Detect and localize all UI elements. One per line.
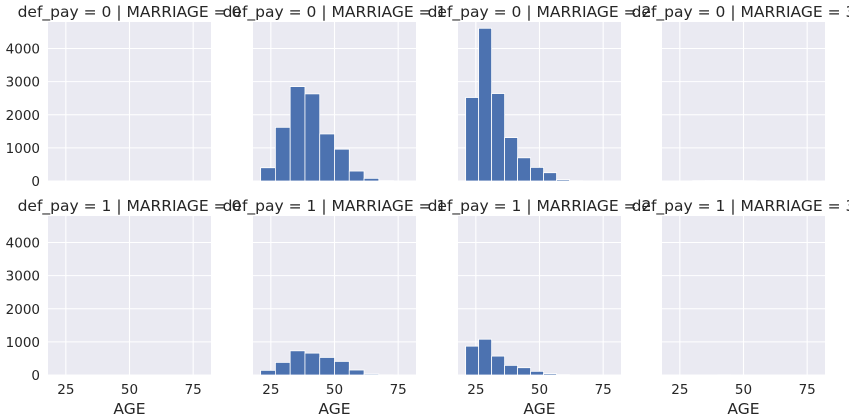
histogram-bar [260,167,276,182]
x-tick-label: 25 [671,382,688,398]
histogram-bar [289,350,306,376]
y-tick-label: 1000 [6,141,40,157]
histogram-bar [530,167,544,182]
histogram-bar [304,352,321,376]
panel-title: def_pay = 0 | MARRIAGE = 1 [223,3,447,22]
y-tick-label: 1000 [6,335,40,351]
x-tick-label: 75 [185,382,202,398]
histogram-bar [465,97,480,182]
histogram-bar [348,369,365,376]
histogram-bar [491,93,506,182]
x-tick-label: 50 [735,382,752,398]
histogram-bar [504,364,518,376]
histogram-bar [465,345,480,376]
x-tick-label: 75 [799,382,816,398]
histogram-bar [289,86,306,182]
panel-title: def_pay = 0 | MARRIAGE = 3 [632,3,849,22]
x-tick-label: 50 [531,382,548,398]
histogram-bar [556,179,570,182]
histogram-bar [348,170,365,182]
y-tick-label: 4000 [6,42,40,58]
x-tick-label: 50 [326,382,343,398]
panel-title: def_pay = 1 | MARRIAGE = 2 [428,197,652,216]
x-tick-label: 75 [595,382,612,398]
panel-title: def_pay = 0 | MARRIAGE = 2 [428,3,652,22]
histogram-bar [517,367,531,376]
panel-title: def_pay = 1 | MARRIAGE = 1 [223,197,447,216]
y-tick-label: 4000 [6,236,40,252]
panel-title: def_pay = 1 | MARRIAGE = 3 [632,197,849,216]
y-tick-label: 0 [31,174,40,190]
histogram-bar [543,373,557,376]
x-axis-label: AGE [113,400,145,414]
x-tick-label: 25 [262,382,279,398]
y-tick-label: 3000 [6,75,40,91]
x-axis-label: AGE [523,400,555,414]
histogram-bar [319,133,335,182]
histogram-bar [504,137,518,182]
histogram-bar [304,93,321,182]
x-axis-label: AGE [318,400,350,414]
histogram-bar [319,357,335,376]
x-tick-label: 25 [467,382,484,398]
histogram-bar [543,172,557,182]
histogram-bar [363,177,380,182]
panel-title: def_pay = 1 | MARRIAGE = 0 [18,197,242,216]
histogram-bar [260,369,276,376]
y-tick-label: 0 [31,368,40,384]
x-tick-label: 25 [57,382,74,398]
panel-title: def_pay = 0 | MARRIAGE = 0 [18,3,242,22]
histogram-bar [275,362,291,376]
x-axis-label: AGE [727,400,759,414]
y-tick-label: 2000 [6,108,40,124]
histogram-bar [334,361,350,376]
histogram-bar [717,180,732,182]
x-tick-label: 50 [121,382,138,398]
histogram-bar [275,126,291,182]
histogram-bar [478,338,493,376]
histogram-bar [491,355,506,376]
histogram-bar [478,27,493,182]
histogram-bar [363,373,380,376]
x-tick-label: 75 [390,382,407,398]
y-tick-label: 3000 [6,269,40,285]
y-tick-label: 2000 [6,302,40,318]
histogram-bar [517,157,531,182]
histogram-bar [334,148,350,182]
histogram-bar [530,370,544,376]
